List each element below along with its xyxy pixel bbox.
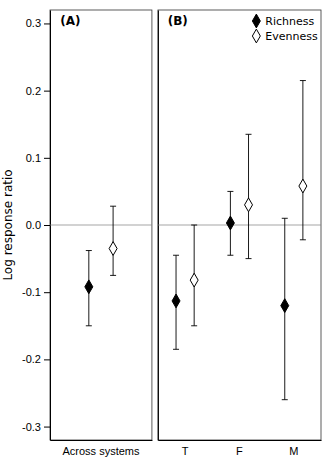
y-tick: 0.1 <box>26 152 50 164</box>
x-axis-line <box>158 440 321 441</box>
legend: Richness Evenness <box>252 14 318 43</box>
error-cap-upper <box>191 225 197 226</box>
y-tick-label: -0.3 <box>22 421 41 433</box>
point <box>299 179 307 193</box>
y-tick: -0.2 <box>22 353 50 365</box>
error-cap-lower <box>191 325 197 326</box>
error-bar <box>248 134 249 258</box>
y-tick: -0.1 <box>22 286 50 298</box>
x-tick: T <box>182 445 189 457</box>
reference-line <box>50 225 152 226</box>
y-tick-mark <box>44 225 50 226</box>
y-tick-label: 0.1 <box>26 152 41 164</box>
point <box>245 198 253 212</box>
plot-frame <box>50 10 152 440</box>
x-tick-label: M <box>289 445 298 457</box>
y-tick-mark <box>44 158 50 159</box>
y-axis <box>158 11 159 441</box>
error-cap-lower <box>300 239 306 240</box>
x-tick-label: T <box>182 445 189 457</box>
error-cap-lower <box>86 325 92 326</box>
point <box>281 299 289 313</box>
x-tick: F <box>236 445 243 457</box>
error-cap-upper <box>173 255 179 256</box>
y-tick-mark <box>44 292 50 293</box>
error-cap-upper <box>246 134 252 135</box>
legend-item: Evenness <box>252 29 318 43</box>
marks <box>158 81 321 400</box>
legend-label: Richness <box>265 15 314 28</box>
x-tick: Across systems <box>62 445 140 457</box>
point <box>190 273 198 287</box>
error-cap-upper <box>227 191 233 192</box>
error-cap-lower <box>173 349 179 350</box>
legend-marker <box>252 29 260 43</box>
panel: T F M (B) Richness Evenness <box>158 10 322 457</box>
reference-line <box>158 225 321 226</box>
point <box>85 280 93 294</box>
x-tick-label: F <box>236 445 243 457</box>
y-axis: -0.3 -0.2 -0.1 0.0 0.1 0.2 0.3 <box>22 11 50 441</box>
y-axis-line <box>50 11 51 441</box>
error-cap-upper <box>110 206 116 207</box>
x-tick-label: Across systems <box>62 445 140 457</box>
point <box>226 216 234 230</box>
legend-label: Evenness <box>265 30 318 43</box>
error-cap-upper <box>300 80 306 81</box>
y-axis-title: Log response ratio <box>1 169 15 280</box>
panel: -0.3 -0.2 -0.1 0.0 0.1 0.2 0.3 Across systems Lo… <box>1 10 152 457</box>
plot-frame <box>158 10 321 440</box>
error-cap-lower <box>227 255 233 256</box>
y-tick-label: 0.0 <box>26 219 41 231</box>
y-tick-label: -0.2 <box>22 353 41 365</box>
error-cap-upper <box>86 250 92 251</box>
y-tick-mark <box>44 427 50 428</box>
y-tick-mark <box>44 91 50 92</box>
marks <box>50 206 152 326</box>
point <box>109 242 117 256</box>
y-axis-line <box>158 11 159 441</box>
x-axis: TFM <box>158 441 321 458</box>
x-axis-line <box>51 440 153 441</box>
error-cap-lower <box>110 275 116 276</box>
y-tick: 0.2 <box>26 85 50 97</box>
legend-item: Richness <box>252 14 314 28</box>
y-tick: 0.3 <box>26 17 50 29</box>
error-cap-lower <box>282 399 288 400</box>
legend-marker <box>252 14 260 28</box>
chart: -0.3 -0.2 -0.1 0.0 0.1 0.2 0.3 Across systems Lo… <box>0 0 329 470</box>
y-tick-label: 0.3 <box>26 17 41 29</box>
x-axis: Across systems <box>51 441 153 458</box>
y-tick: 0.0 <box>26 219 50 231</box>
panel-label: (B) <box>168 14 188 28</box>
y-tick-label: 0.2 <box>26 85 41 97</box>
x-tick: M <box>289 445 298 457</box>
y-tick-mark <box>44 23 50 24</box>
y-tick-label: -0.1 <box>22 286 41 298</box>
error-bar <box>302 81 303 240</box>
y-tick-mark <box>44 359 50 360</box>
error-cap-upper <box>282 218 288 219</box>
point <box>172 294 180 308</box>
y-tick: -0.3 <box>22 421 50 433</box>
error-cap-lower <box>246 258 252 259</box>
panel-label: (A) <box>60 14 80 28</box>
